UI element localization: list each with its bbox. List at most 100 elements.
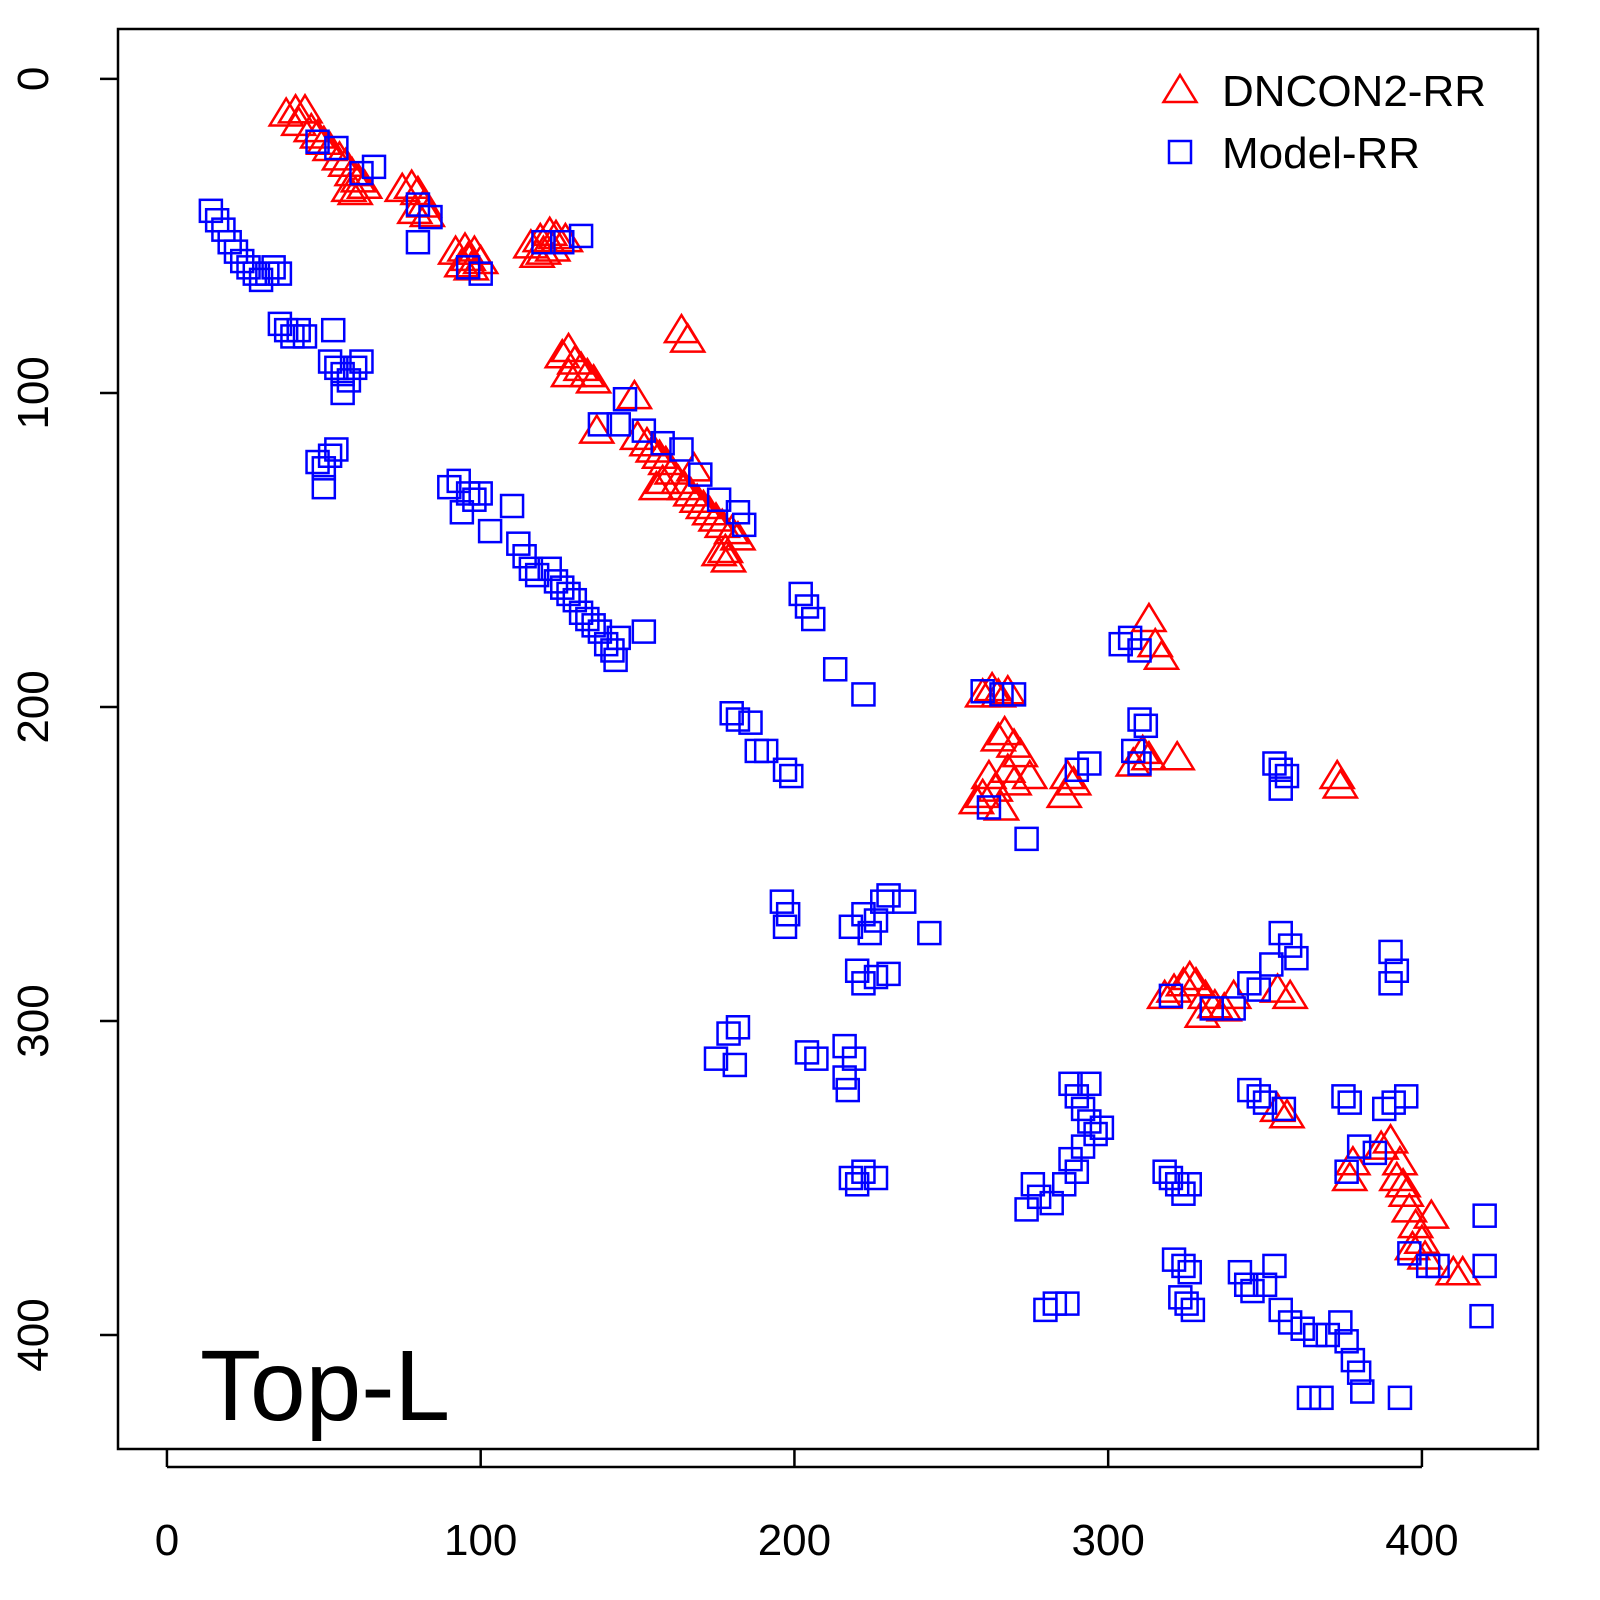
square-point xyxy=(1171,1181,1196,1206)
square-point xyxy=(917,920,942,946)
triangle-point xyxy=(1403,1223,1441,1255)
triangle-point xyxy=(615,378,654,410)
square-point xyxy=(342,355,368,381)
square-point xyxy=(841,1046,867,1071)
square-point xyxy=(1133,713,1159,739)
square-point xyxy=(835,1077,861,1103)
square-point xyxy=(1469,1303,1494,1329)
square-point xyxy=(1302,1322,1328,1348)
x-tick-label: 200 xyxy=(758,1516,831,1565)
square-point xyxy=(1296,1385,1322,1411)
square-point xyxy=(1331,1084,1356,1109)
square-point xyxy=(446,468,471,494)
square-point xyxy=(1058,1071,1083,1097)
triangle-point xyxy=(534,231,572,262)
square-point xyxy=(851,1159,876,1184)
square-point xyxy=(317,349,343,374)
square-point xyxy=(455,481,481,506)
triangle-point xyxy=(1387,1176,1425,1207)
square-point xyxy=(1158,983,1184,1009)
square-point xyxy=(1277,933,1303,958)
square-point xyxy=(280,324,305,349)
triangle-point xyxy=(574,362,613,394)
square-point xyxy=(587,619,613,644)
square-point xyxy=(506,531,531,556)
triangle-point xyxy=(1271,978,1309,1010)
triangle-point xyxy=(461,243,500,275)
square-point xyxy=(562,587,588,613)
triangle-point xyxy=(1130,601,1168,633)
square-point xyxy=(832,1065,857,1090)
square-point xyxy=(499,493,525,519)
triangle-point xyxy=(672,476,710,507)
triangle-point xyxy=(678,482,716,513)
square-point xyxy=(1070,1134,1096,1159)
square-point xyxy=(1127,707,1152,732)
square-point xyxy=(1127,751,1152,776)
square-point xyxy=(1268,920,1293,946)
triangle-point xyxy=(1158,739,1196,771)
square-point xyxy=(324,355,349,381)
triangle-point xyxy=(1371,1122,1410,1154)
square-point xyxy=(248,267,274,293)
square-point xyxy=(1334,1329,1359,1354)
square-point xyxy=(851,971,876,996)
square-point xyxy=(1274,763,1300,789)
square-point xyxy=(1277,1310,1303,1335)
square-point xyxy=(1058,1146,1083,1172)
triangle-point xyxy=(637,469,676,501)
square-point xyxy=(970,679,995,704)
x-tick-label: 400 xyxy=(1385,1516,1458,1565)
triangle-point xyxy=(989,673,1027,705)
square-point xyxy=(1315,1322,1341,1348)
square-point xyxy=(330,380,355,406)
square-point xyxy=(1309,1385,1334,1411)
triangle-point xyxy=(675,450,713,482)
square-point xyxy=(305,449,330,475)
square-point xyxy=(1384,958,1410,983)
square-point xyxy=(725,707,751,732)
square-point xyxy=(1070,1096,1096,1122)
square-point xyxy=(631,418,657,443)
legend-label: Model-RR xyxy=(1222,129,1420,178)
square-point xyxy=(462,487,487,512)
square-point xyxy=(437,474,462,500)
square-point xyxy=(349,160,374,186)
square-point xyxy=(267,261,293,286)
square-point xyxy=(794,594,820,619)
legend-marker xyxy=(1167,139,1193,165)
triangle-point xyxy=(662,312,701,344)
square-point xyxy=(612,386,638,412)
square-point xyxy=(512,543,537,569)
square-point xyxy=(1350,1379,1375,1404)
triangle-point xyxy=(700,535,738,567)
square-point xyxy=(198,198,224,224)
square-point xyxy=(769,889,795,914)
square-point xyxy=(794,1040,820,1065)
square-point xyxy=(1064,1159,1090,1184)
square-point xyxy=(317,443,343,469)
square-point xyxy=(405,192,431,217)
square-point xyxy=(1346,1360,1372,1385)
square-point xyxy=(324,135,349,161)
square-point xyxy=(229,248,255,274)
square-point xyxy=(1042,1291,1068,1316)
legend-marker xyxy=(1161,72,1199,104)
square-point xyxy=(851,682,876,707)
square-point xyxy=(857,920,882,946)
triangle-point xyxy=(1130,739,1168,771)
triangle-point xyxy=(963,777,1002,809)
square-point xyxy=(788,581,813,607)
square-point xyxy=(267,311,293,337)
square-point xyxy=(1393,1084,1419,1109)
triangle-point xyxy=(1045,777,1083,809)
square-point xyxy=(1271,1096,1297,1122)
square-point xyxy=(851,901,876,927)
square-point xyxy=(320,317,346,343)
triangle-point xyxy=(1443,1254,1482,1286)
square-point xyxy=(477,518,503,544)
square-point xyxy=(725,1015,751,1040)
square-point xyxy=(744,738,770,764)
triangle-point xyxy=(336,174,374,206)
square-point xyxy=(1237,971,1262,996)
